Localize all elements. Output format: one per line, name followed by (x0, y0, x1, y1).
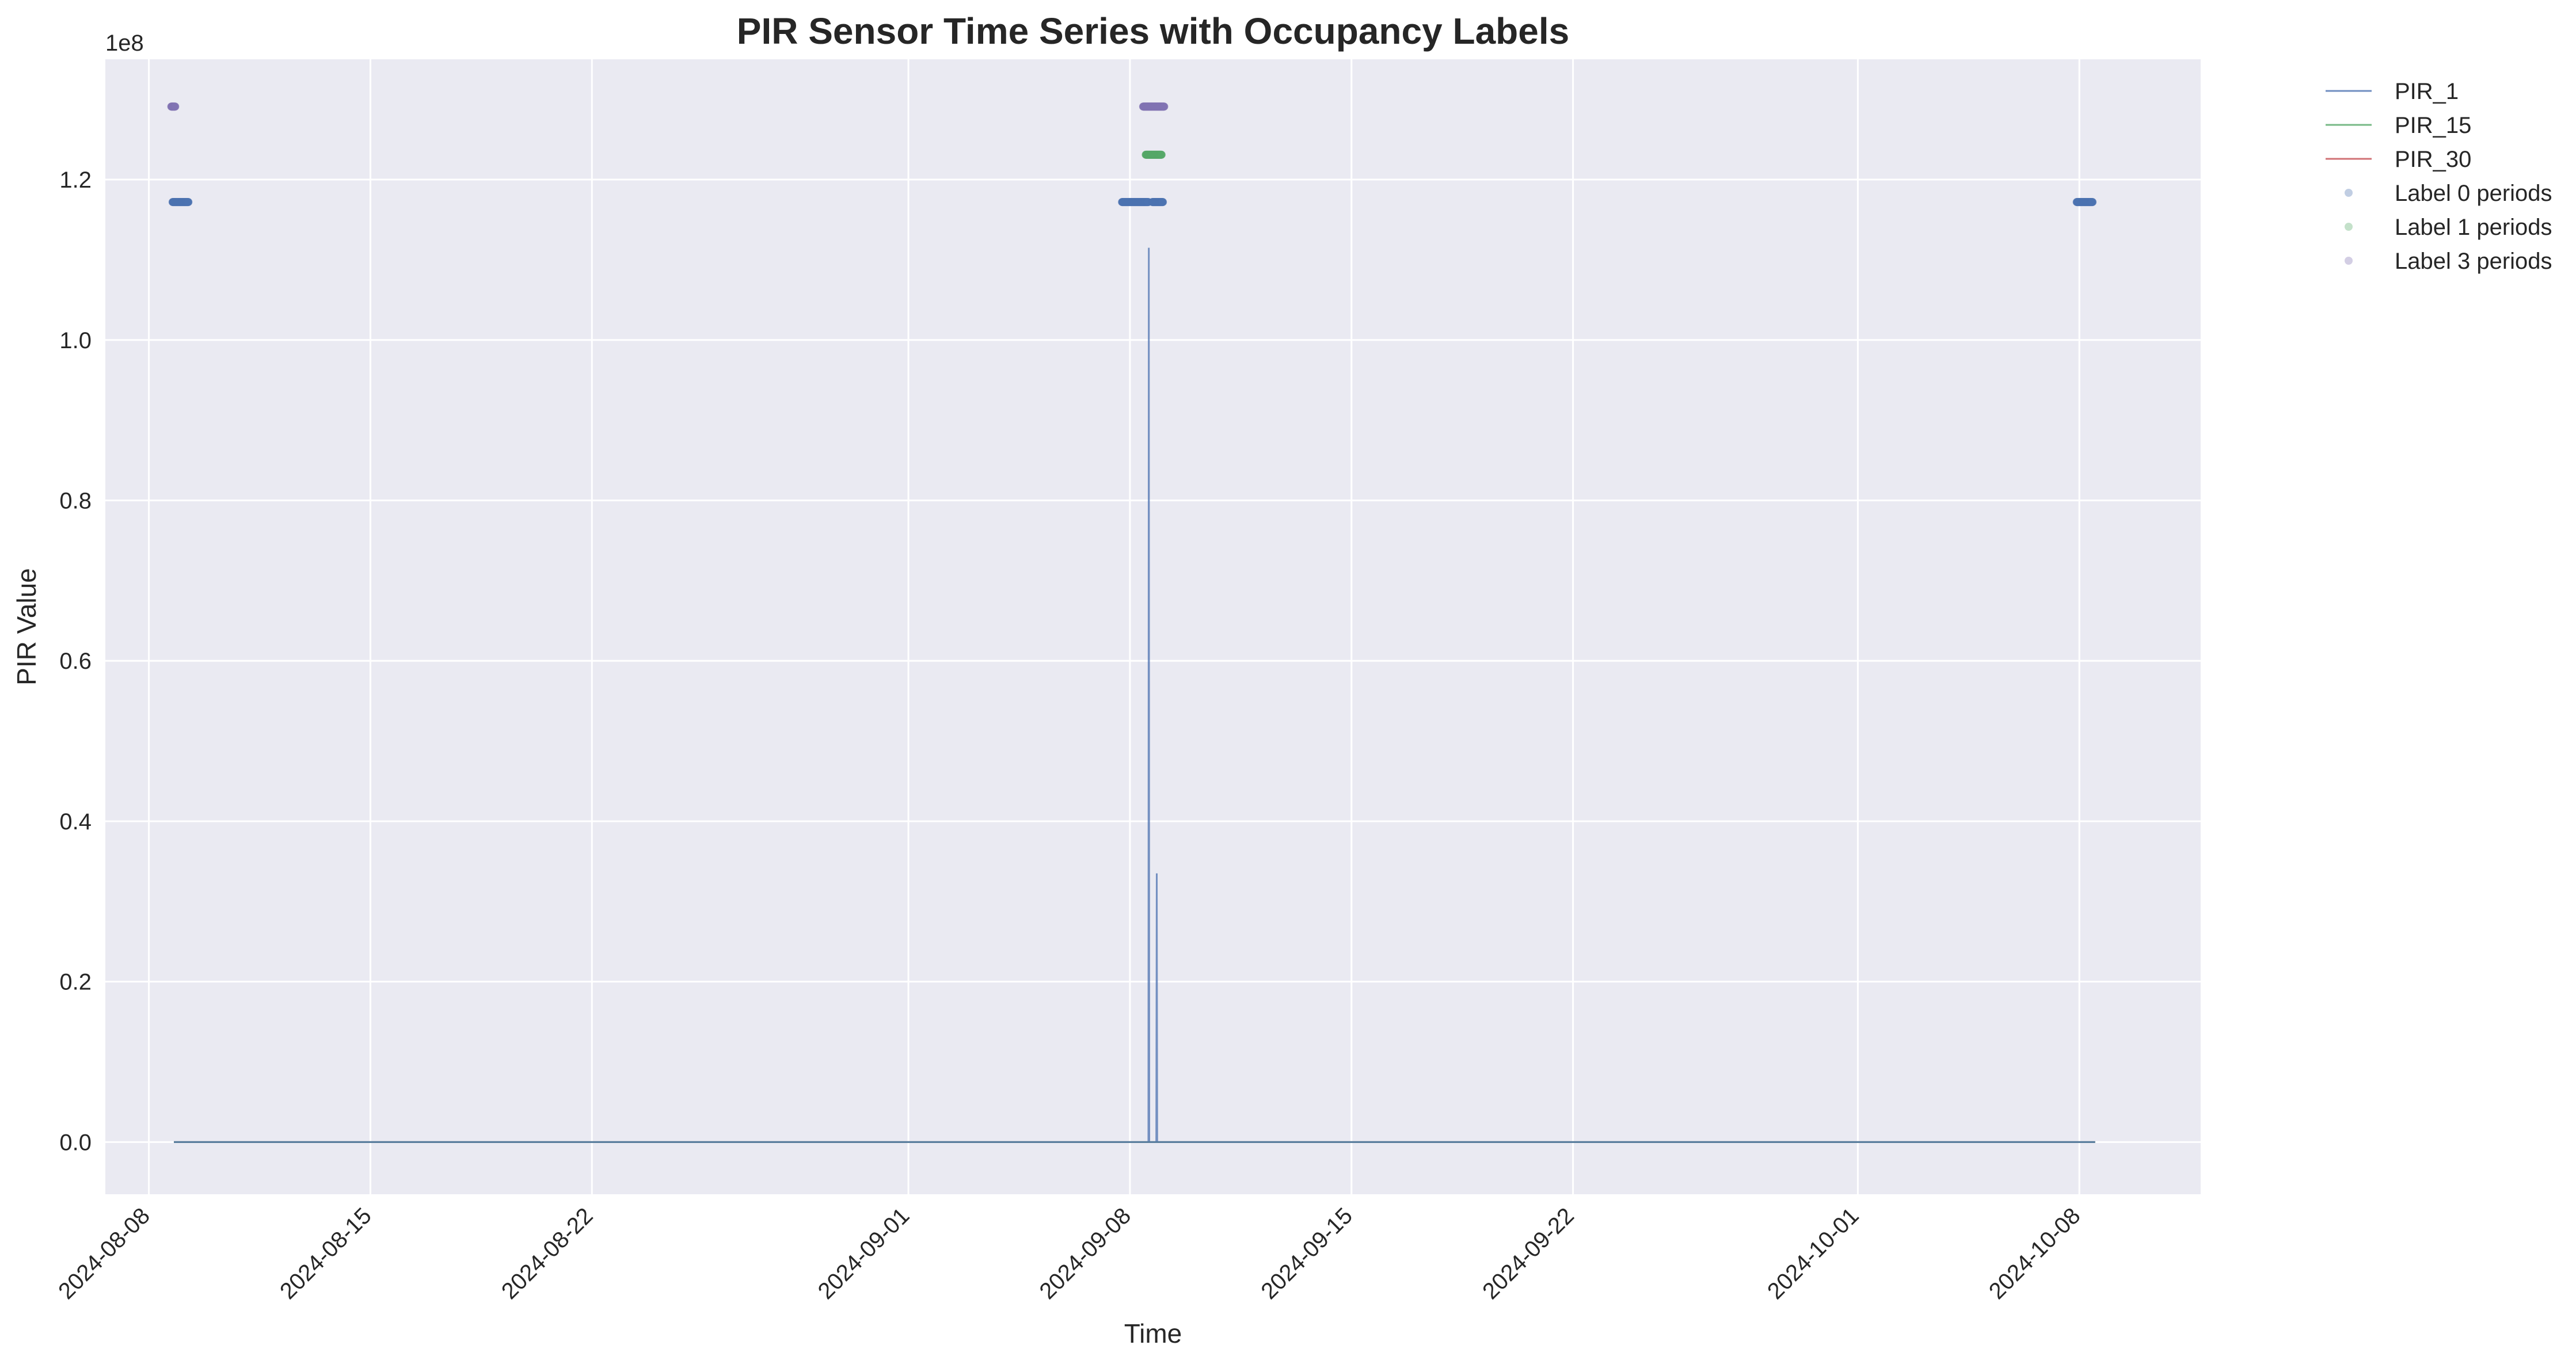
scatter-point (184, 198, 193, 207)
legend-label: PIR_15 (2395, 113, 2471, 138)
x-tick-label: 2024-08-15 (275, 1203, 376, 1304)
legend-marker-swatch (2345, 257, 2353, 265)
legend-item-label-1-periods: Label 1 periods (2345, 215, 2552, 240)
x-axis-label: Time (1124, 1319, 1182, 1348)
y-tick-label: 1.2 (59, 167, 92, 193)
scatter-point (1160, 102, 1169, 111)
y-tick-label: 0.4 (59, 809, 92, 835)
x-tick-label: 2024-08-08 (54, 1203, 155, 1304)
legend-marker-swatch (2345, 223, 2353, 231)
legend-label: PIR_30 (2395, 147, 2471, 172)
scatter-point (171, 102, 180, 111)
scatter-point (2088, 198, 2097, 207)
y-tick-label: 0.6 (59, 649, 92, 674)
legend-label: PIR_1 (2395, 79, 2459, 104)
legend-label: Label 1 periods (2395, 215, 2552, 240)
series-layer (167, 102, 2097, 1143)
chart-title: PIR Sensor Time Series with Occupancy La… (737, 10, 1569, 52)
scatter-series-label-0-periods (168, 198, 2097, 207)
legend-marker-swatch (2345, 189, 2353, 197)
y-axis-offset-label: 1e8 (105, 31, 144, 56)
y-tick-label: 1.0 (59, 328, 92, 353)
legend-item-label-0-periods: Label 0 periods (2345, 181, 2552, 206)
y-axis-label: PIR Value (12, 568, 41, 685)
legend-label: Label 0 periods (2395, 181, 2552, 206)
legend-item-pir_15: PIR_15 (2326, 113, 2471, 138)
x-tick-label: 2024-10-08 (1984, 1203, 2086, 1304)
scatter-point (1157, 150, 1166, 159)
x-tick-label: 2024-10-01 (1763, 1203, 1864, 1304)
legend-item-label-3-periods: Label 3 periods (2345, 249, 2552, 274)
scatter-series-label-3-periods (167, 102, 1169, 111)
legend-label: Label 3 periods (2395, 249, 2552, 274)
legend-item-pir_1: PIR_1 (2326, 79, 2459, 104)
x-tick-label: 2024-08-22 (497, 1203, 598, 1304)
y-tick-label: 0.2 (59, 970, 92, 995)
y-tick-label: 0.0 (59, 1130, 92, 1155)
scatter-point (1159, 198, 1167, 207)
legend-item-pir_30: PIR_30 (2326, 147, 2471, 172)
line-series-pir_1 (174, 247, 2095, 1143)
x-tick-label: 2024-09-01 (813, 1203, 915, 1304)
x-tick-label: 2024-09-08 (1034, 1203, 1136, 1304)
x-tick-label: 2024-09-15 (1256, 1203, 1357, 1304)
y-axis-ticks: 0.0 0.2 0.4 0.6 0.8 1.0 1.2 (59, 167, 92, 1155)
legend: PIR_1 PIR_15 PIR_30 Label 0 periods Label 1 … (2326, 79, 2552, 274)
scatter-series-label-1-periods (1141, 150, 1166, 159)
x-tick-label: 2024-09-22 (1478, 1203, 1579, 1304)
y-tick-label: 0.8 (59, 489, 92, 514)
plot-background (105, 59, 2201, 1194)
x-axis-ticks: 2024-08-08 2024-08-15 2024-08-22 2024-09-01… (54, 1203, 2085, 1304)
